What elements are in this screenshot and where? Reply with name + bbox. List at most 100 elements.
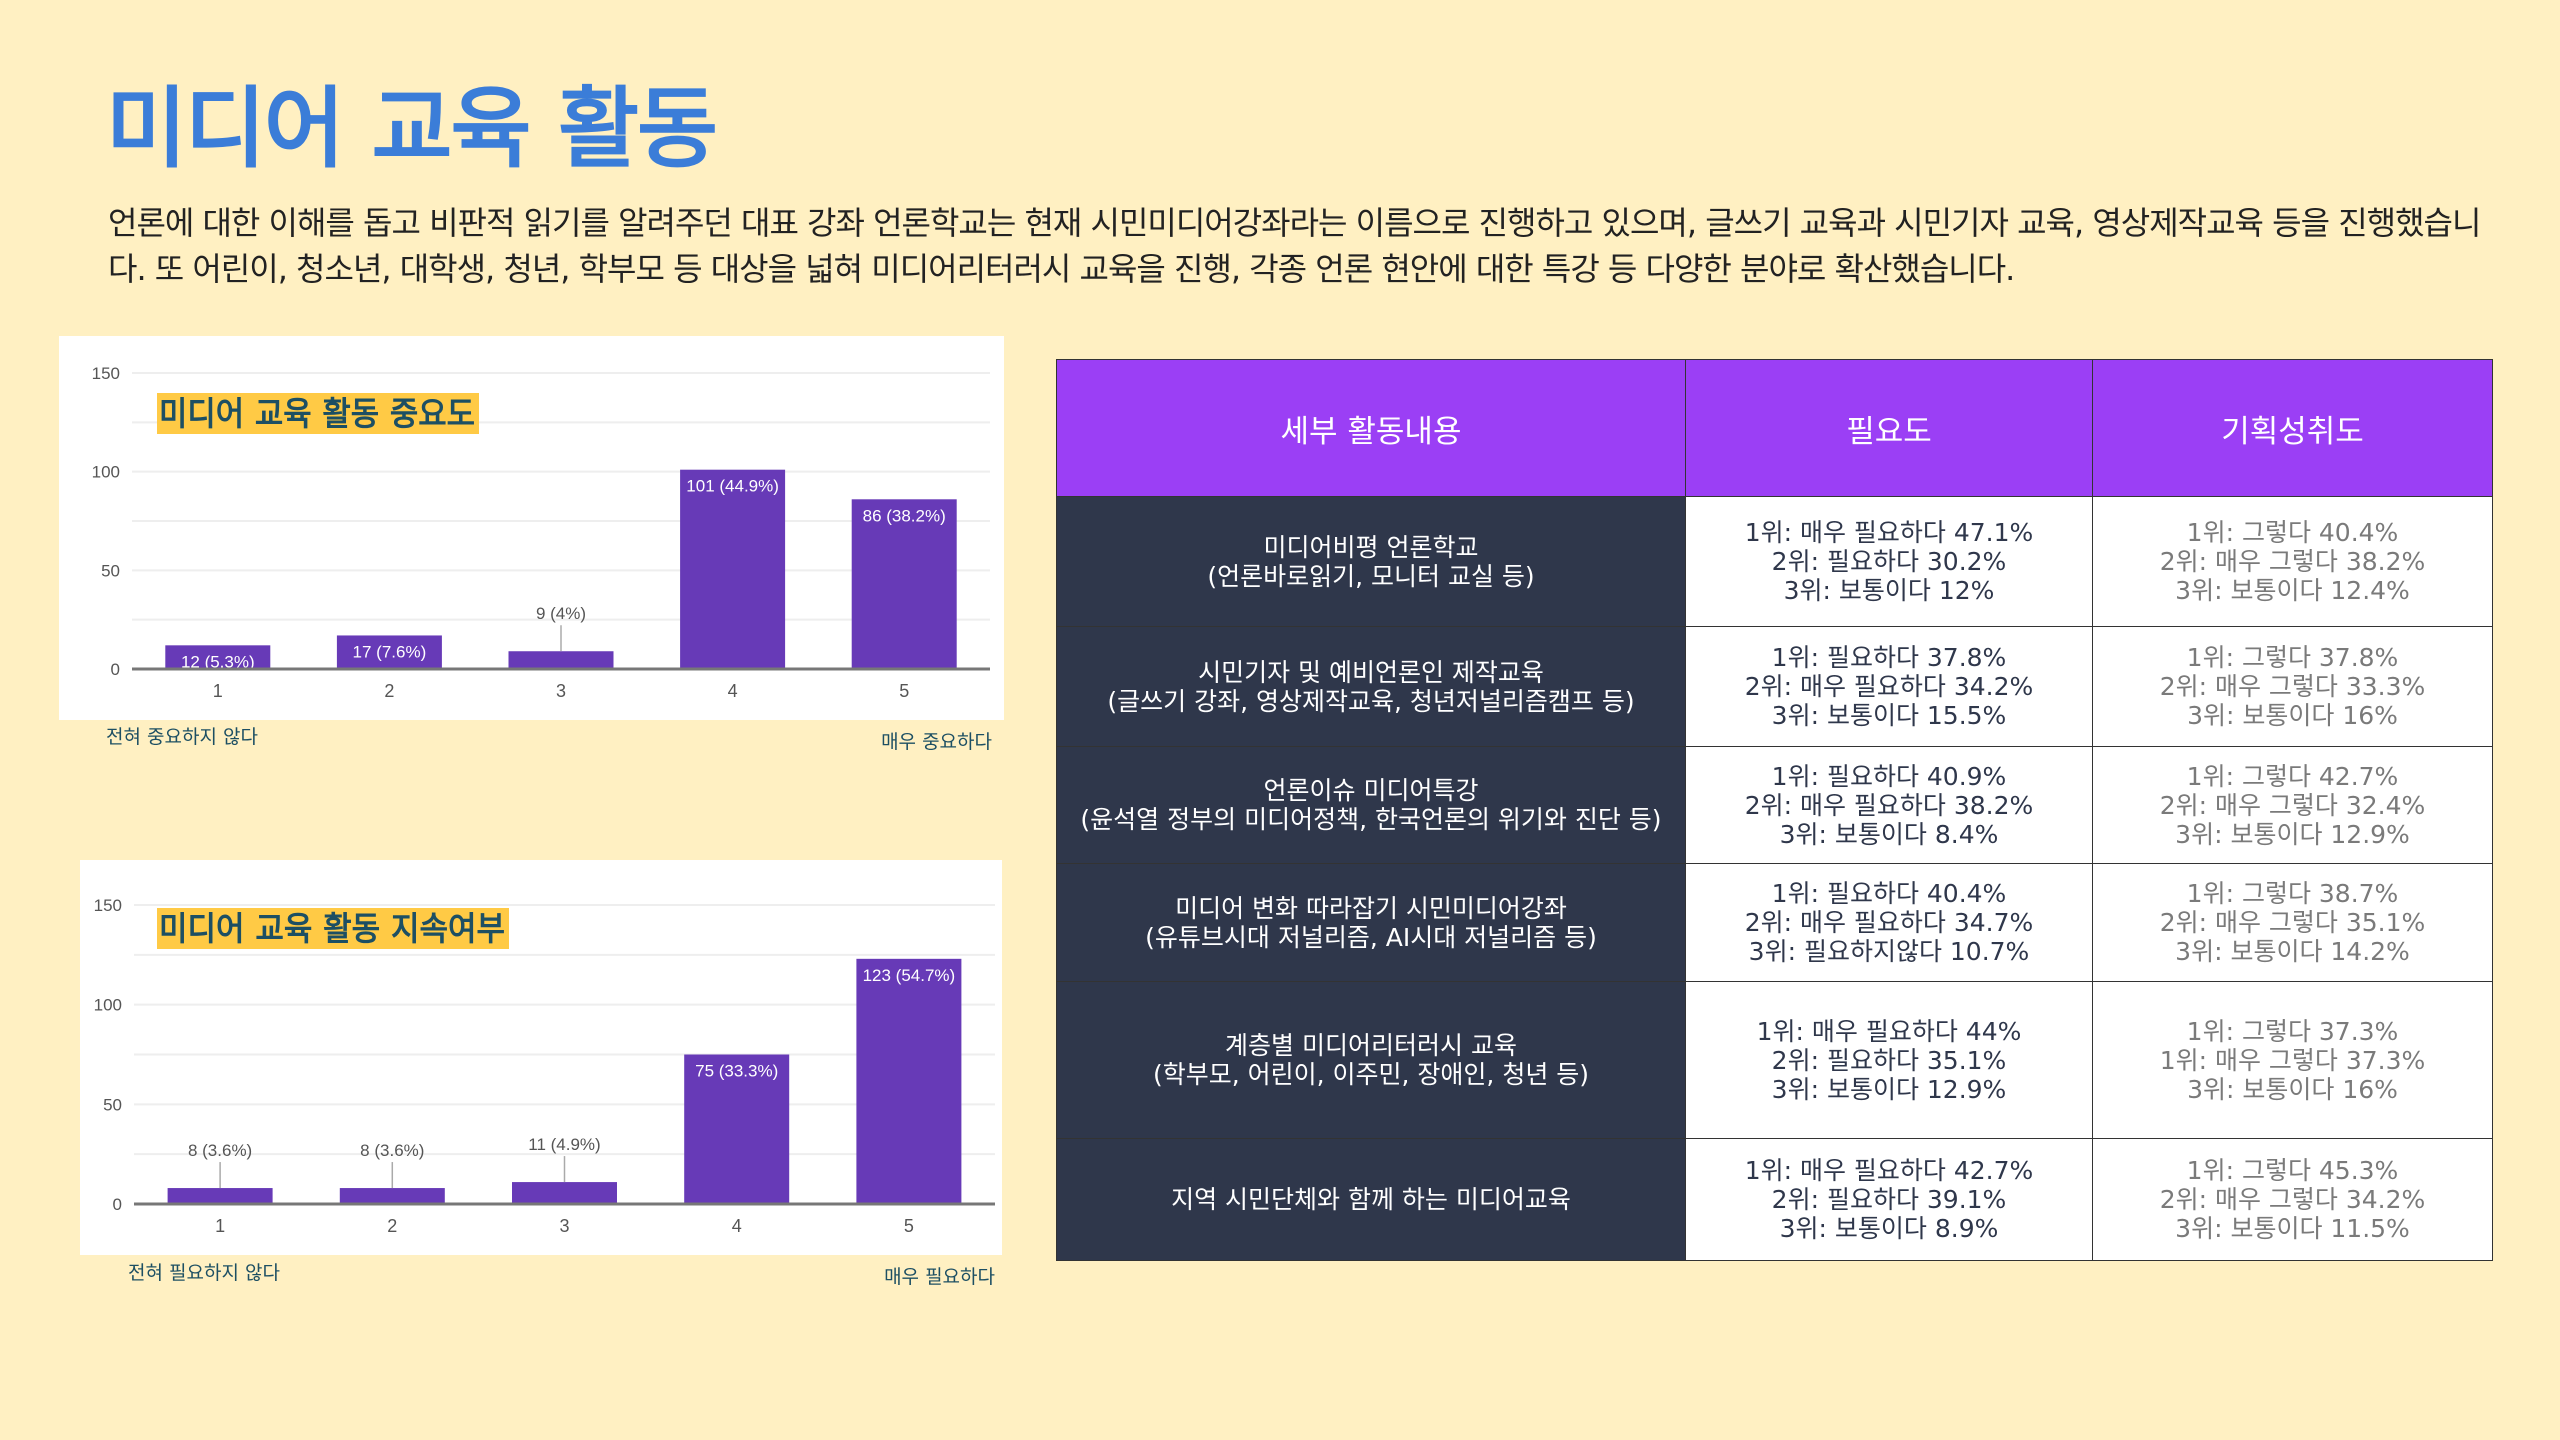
need-cell-line: 3위: 보통이다 12.9% [1771,1074,2007,1104]
activity-cell-line: (글쓰기 강좌, 영상제작교육, 청년저널리즘캠프 등) [1107,686,1635,716]
need-cell-line: 3위: 보통이다 15.5% [1771,701,2007,730]
data-label: 101 (44.9%) [686,477,779,496]
activity-cell: 계층별 미디어리터러시 교육 (학부모, 어린이, 이주민, 장애인, 청년 등) [1056,981,1686,1139]
achievement-cell-line: 3위: 보통이다 12.9% [2175,819,2410,849]
activity-cell: 언론이슈 미디어특강 (윤석열 정부의 미디어정책, 한국언론의 위기와 진단 등… [1056,746,1686,864]
header-achievement: 기획성취도 [2092,359,2493,497]
data-label: 12 (5.3%) [181,652,255,671]
activity-cell-line: (언론바로읽기, 모니터 교실 등) [1207,561,1535,591]
achievement-cell-line: 1위: 그렇다 38.7% [2186,879,2399,908]
activity-cell-line: 미디어비평 언론학교 [1263,532,1479,562]
need-cell-line: 2위: 필요하다 39.1% [1771,1185,2007,1214]
achievement-cell-line: 1위: 그렇다 37.8% [2186,643,2399,672]
activity-cell-line: (윤석열 정부의 미디어정책, 한국언론의 위기와 진단 등) [1080,805,1662,834]
table-row: 언론이슈 미디어특강 (윤석열 정부의 미디어정책, 한국언론의 위기와 진단 등… [1056,746,2493,864]
achievement-cell-line: 3위: 보통이다 16% [2187,701,2398,730]
table-row: 시민기자 및 예비언론인 제작교육 (글쓰기 강좌, 영상제작교육, 청년저널리즘… [1056,626,2493,747]
bar [680,469,786,669]
bar [851,499,957,669]
achievement-cell: 1위: 그렇다 42.7% 2위: 매우 그렇다 32.4% 3위: 보통이다 12… [2092,746,2493,864]
table-row: 계층별 미디어리터러시 교육 (학부모, 어린이, 이주민, 장애인, 청년 등)… [1056,981,2493,1139]
importance-bar-chart: 0 50 100 150 1 12 (5.3%) 2 17 (7.6%) 3 9 (4%) 4 101… [92,364,990,701]
y-tick-label: 50 [101,561,120,580]
header-activity: 세부 활동내용 [1056,359,1686,497]
header-need: 필요도 [1685,359,2093,497]
need-cell-line: 1위: 매우 필요하다 44% [1756,1016,2022,1046]
achievement-cell-line: 3위: 보통이다 12.4% [2175,576,2410,605]
importance-low-label: 전혀 중요하지 않다 [106,726,258,748]
achievement-cell-line: 1위: 그렇다 45.3% [2186,1156,2399,1185]
activity-cell: 미디어비평 언론학교 (언론바로읽기, 모니터 교실 등) [1056,496,1686,627]
table-row: 지역 시민단체와 함께 하는 미디어교육 1위: 매우 필요하다 42.7% 2위:… [1056,1138,2493,1261]
activity-cell-line: 지역 시민단체와 함께 하는 미디어교육 [1171,1185,1571,1214]
activity-cell: 미디어 변화 따라잡기 시민미디어강좌 (유튜브시대 저널리즘, AI시대 저널리… [1056,863,1686,982]
continuation-high-label: 매우 필요하다 [884,1266,995,1288]
achievement-cell: 1위: 그렇다 37.8% 2위: 매우 그렇다 33.3% 3위: 보통이다 16… [2092,626,2493,747]
activity-cell-line: 미디어 변화 따라잡기 시민미디어강좌 [1175,893,1567,923]
intro-paragraph: 언론에 대한 이해를 돕고 비판적 읽기를 알려주던 대표 강좌 언론학교는 현… [108,204,2481,288]
need-cell-line: 2위: 매우 필요하다 38.2% [1744,790,2034,820]
achievement-cell-line: 2위: 매우 그렇다 34.2% [2159,1185,2426,1214]
achievement-cell-line: 3위: 보통이다 11.5% [2175,1214,2410,1243]
need-cell-line: 3위: 필요하지않다 10.7% [1748,937,2030,966]
need-cell-line: 1위: 매우 필요하다 47.1% [1744,518,2034,547]
importance-high-label: 매우 중요하다 [881,731,992,753]
need-cell: 1위: 필요하다 37.8% 2위: 매우 필요하다 34.2% 3위: 보통이다 … [1685,626,2093,747]
need-cell-line: 1위: 필요하다 40.9% [1771,761,2007,791]
achievement-cell-line: 2위: 매우 그렇다 35.1% [2159,908,2426,937]
bar [508,651,614,669]
data-label: 8 (3.6%) [188,1141,252,1160]
need-cell-line: 3위: 보통이다 8.4% [1779,819,1999,849]
need-cell-line: 2위: 필요하다 30.2% [1771,547,2007,576]
data-label: 11 (4.9%) [528,1135,600,1154]
x-tick-label: 5 [899,681,909,701]
table-row: 미디어 변화 따라잡기 시민미디어강좌 (유튜브시대 저널리즘, AI시대 저널리… [1056,863,2493,982]
chart-title-highlight [157,908,509,949]
achievement-cell-line: 2위: 매우 그렇다 33.3% [2159,672,2426,701]
activity-cell: 지역 시민단체와 함께 하는 미디어교육 [1056,1138,1686,1261]
x-tick-label: 1 [213,681,223,701]
bar [684,1054,790,1204]
bar [167,1188,273,1204]
activity-cell-line: (학부모, 어린이, 이주민, 장애인, 청년 등) [1152,1060,1590,1089]
need-cell-line: 1위: 매우 필요하다 42.7% [1744,1156,2034,1185]
achievement-cell-line: 3위: 보통이다 14.2% [2175,937,2410,966]
y-tick-label: 0 [113,1195,122,1214]
data-label: 86 (38.2%) [863,506,946,525]
chart-title-highlight [157,393,479,434]
need-cell: 1위: 필요하다 40.4% 2위: 매우 필요하다 34.7% 3위: 필요하지않… [1685,863,2093,982]
y-tick-label: 0 [111,660,120,679]
x-tick-label: 2 [384,681,394,701]
achievement-cell: 1위: 그렇다 38.7% 2위: 매우 그렇다 35.1% 3위: 보통이다 14… [2092,863,2493,982]
x-tick-label: 4 [728,681,738,701]
achievement-cell-line: 2위: 매우 그렇다 32.4% [2159,790,2426,820]
need-cell: 1위: 매우 필요하다 47.1% 2위: 필요하다 30.2% 3위: 보통이다 … [1685,496,2093,627]
bar [512,1182,617,1204]
need-cell-line: 2위: 매우 필요하다 34.2% [1744,672,2034,701]
chart-title: 미디어 교육 활동 중요도 [159,394,475,433]
x-tick-label: 3 [559,1216,569,1236]
y-tick-label: 150 [92,364,120,383]
x-tick-label: 3 [556,681,566,701]
bar [165,645,271,669]
activity-cell-line: (유튜브시대 저널리즘, AI시대 저널리즘 등) [1145,922,1597,952]
achievement-cell: 1위: 그렇다 45.3% 2위: 매우 그렇다 34.2% 3위: 보통이다 11… [2092,1138,2493,1261]
data-label: 17 (7.6%) [353,642,427,661]
data-label: 123 (54.7%) [863,966,956,985]
achievement-cell-line: 1위: 그렇다 42.7% [2186,761,2399,791]
continuation-low-label: 전혀 필요하지 않다 [128,1262,280,1284]
data-label: 8 (3.6%) [360,1141,424,1160]
continuation-chart-card: 0 50 100 150 1 8 (3.6%) 2 8 (3.6%) 3 11 (4.9%) 4 75… [80,860,1002,1255]
data-label: 75 (33.3%) [695,1062,778,1081]
need-cell-line: 2위: 필요하다 35.1% [1771,1045,2007,1075]
activity-cell-line: 시민기자 및 예비언론인 제작교육 [1198,657,1544,687]
achievement-cell: 1위: 그렇다 40.4% 2위: 매우 그렇다 38.2% 3위: 보통이다 12… [2092,496,2493,627]
data-label: 9 (4%) [536,604,586,623]
bar [856,958,962,1204]
need-cell-line: 1위: 필요하다 40.4% [1771,879,2007,908]
need-cell-line: 3위: 보통이다 8.9% [1779,1214,1999,1243]
bar [336,635,442,669]
importance-chart-card: 0 50 100 150 1 12 (5.3%) 2 17 (7.6%) 3 9 (4%) 4 101… [59,336,1004,720]
y-tick-label: 100 [92,463,120,482]
achievement-cell-line: 1위: 그렇다 37.3% [2186,1016,2399,1046]
